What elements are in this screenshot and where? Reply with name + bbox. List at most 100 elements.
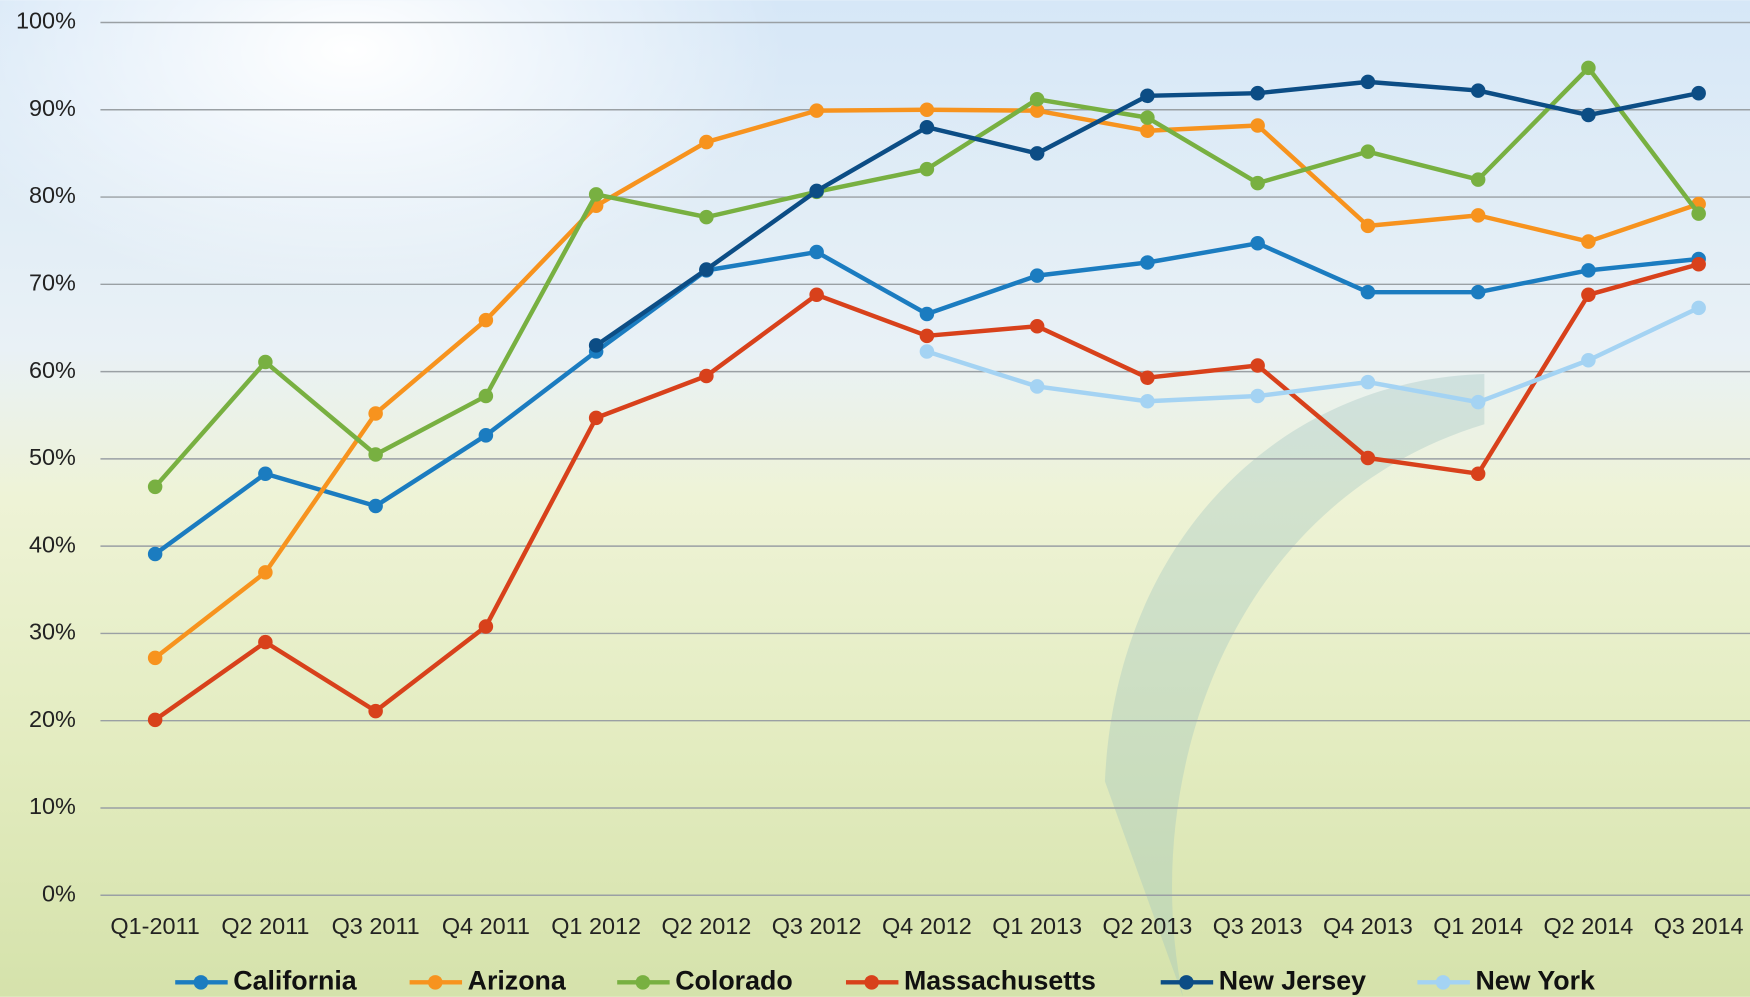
legend-label: New York bbox=[1475, 965, 1595, 995]
point bbox=[1250, 118, 1265, 133]
x-tick-label: Q4 2013 bbox=[1323, 913, 1413, 939]
point bbox=[699, 134, 714, 150]
x-tick-label: Q1 2012 bbox=[551, 913, 641, 939]
point bbox=[1250, 388, 1265, 404]
point bbox=[1360, 218, 1376, 234]
point bbox=[368, 406, 383, 421]
point bbox=[919, 102, 935, 118]
y-tick-label: 80% bbox=[29, 182, 76, 208]
point bbox=[699, 209, 714, 225]
point bbox=[1470, 83, 1486, 98]
point bbox=[1140, 394, 1155, 409]
x-tick-label: Q2 2011 bbox=[221, 913, 309, 939]
point bbox=[1581, 107, 1596, 123]
point bbox=[809, 287, 824, 303]
point bbox=[368, 703, 383, 719]
y-tick-label: 30% bbox=[29, 619, 76, 645]
point bbox=[809, 103, 824, 118]
point bbox=[919, 328, 935, 344]
y-tick-label: 20% bbox=[29, 706, 76, 732]
point bbox=[1470, 208, 1486, 223]
y-tick-label: 50% bbox=[29, 444, 76, 470]
point bbox=[588, 410, 604, 426]
x-tick-label: Q4 2011 bbox=[442, 913, 530, 939]
x-tick-label: Q2 2012 bbox=[661, 913, 751, 939]
point bbox=[1140, 110, 1155, 125]
point bbox=[258, 354, 273, 370]
y-tick-label: 100% bbox=[16, 8, 76, 34]
point bbox=[478, 619, 494, 634]
x-tick-label: Q1 2013 bbox=[992, 913, 1082, 939]
point bbox=[1029, 268, 1045, 283]
point bbox=[258, 466, 273, 481]
point bbox=[147, 546, 163, 562]
point bbox=[1581, 234, 1596, 249]
swoosh bbox=[1104, 374, 1485, 997]
point bbox=[1360, 450, 1376, 466]
point bbox=[147, 479, 163, 495]
point bbox=[1029, 92, 1045, 107]
legend-marker bbox=[635, 975, 651, 990]
x-tick-label: Q3 2012 bbox=[772, 913, 862, 939]
point bbox=[1581, 60, 1596, 76]
series-line bbox=[926, 305, 1700, 405]
point bbox=[1250, 236, 1265, 251]
legend-marker bbox=[864, 975, 879, 990]
x-tick-label: Q1-2011 bbox=[110, 913, 199, 939]
point bbox=[1029, 379, 1045, 394]
point bbox=[478, 388, 494, 404]
point bbox=[699, 262, 714, 277]
point bbox=[1581, 287, 1596, 303]
point bbox=[1029, 318, 1045, 334]
point bbox=[1360, 284, 1376, 300]
point bbox=[1140, 123, 1155, 138]
point bbox=[1250, 358, 1265, 373]
point bbox=[809, 244, 824, 260]
y-tick-label: 40% bbox=[29, 531, 76, 557]
point bbox=[809, 183, 824, 199]
legend-marker bbox=[1179, 975, 1194, 990]
point bbox=[478, 312, 494, 328]
legend-marker bbox=[1435, 975, 1451, 990]
x-tick-label: Q2 2013 bbox=[1102, 913, 1192, 939]
legend-label: Massachusetts bbox=[904, 965, 1096, 995]
point bbox=[1691, 256, 1706, 272]
legend-marker bbox=[193, 975, 209, 990]
point bbox=[1140, 370, 1155, 385]
point bbox=[1581, 263, 1596, 278]
y-tick-label: 10% bbox=[29, 793, 76, 819]
y-tick-label: 0% bbox=[42, 880, 76, 906]
y-tick-label: 60% bbox=[29, 357, 76, 383]
y-tick-label: 70% bbox=[29, 270, 76, 296]
x-tick-label: Q3 2013 bbox=[1213, 913, 1303, 939]
point bbox=[1029, 103, 1045, 118]
point bbox=[258, 634, 273, 650]
point bbox=[147, 712, 163, 728]
point bbox=[1140, 88, 1155, 104]
x-tick-label: Q2 2014 bbox=[1543, 913, 1633, 939]
point bbox=[1360, 74, 1376, 90]
point bbox=[1470, 172, 1486, 187]
point bbox=[919, 306, 935, 322]
point bbox=[1691, 300, 1706, 316]
legend-label: California bbox=[233, 965, 358, 995]
point bbox=[919, 344, 935, 359]
legend-label: Arizona bbox=[468, 965, 567, 995]
point bbox=[147, 650, 163, 666]
point bbox=[699, 368, 714, 384]
legend-label: New Jersey bbox=[1219, 965, 1366, 995]
y-tick-label: 90% bbox=[29, 95, 76, 121]
point bbox=[1470, 394, 1486, 410]
x-tick-label: Q4 2012 bbox=[882, 913, 972, 939]
point bbox=[1470, 284, 1486, 300]
point bbox=[1250, 175, 1265, 191]
point bbox=[368, 447, 383, 462]
x-tick-label: Q3 2011 bbox=[332, 913, 420, 939]
point bbox=[1691, 85, 1706, 101]
point bbox=[1360, 144, 1376, 159]
point bbox=[919, 119, 935, 135]
point bbox=[1140, 255, 1155, 270]
x-tick-label: Q1 2014 bbox=[1433, 913, 1523, 939]
